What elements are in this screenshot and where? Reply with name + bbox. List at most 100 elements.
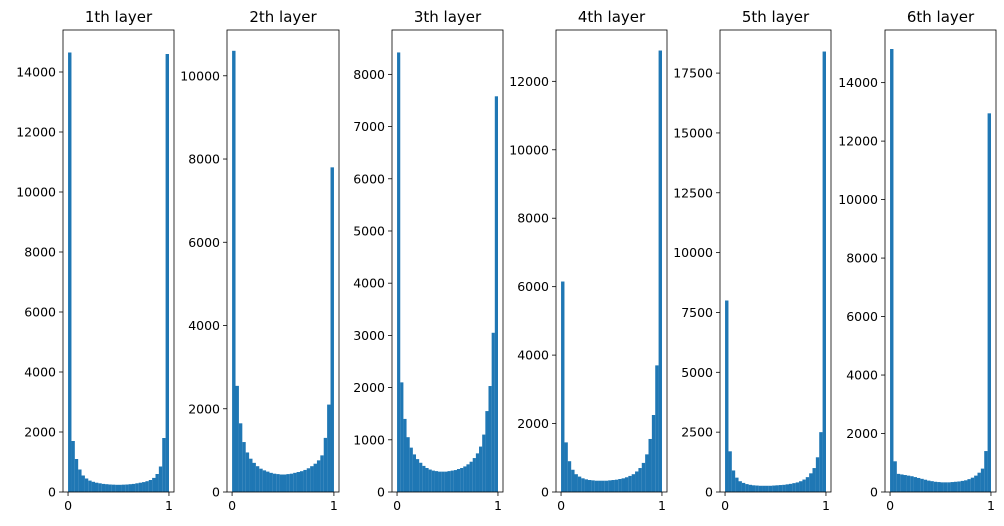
histogram-bar: [269, 472, 273, 492]
subplot-6: 0 2000 4000 6000 8000 10000 12000 14000 0 1 6th la…: [838, 8, 997, 513]
histogram-bar: [812, 468, 816, 492]
histogram-bar: [574, 474, 578, 492]
histogram-bar: [434, 471, 439, 492]
histogram-bar: [802, 479, 806, 492]
histogram-bar: [655, 365, 659, 492]
histogram-bar: [441, 471, 445, 492]
histogram-bar: [310, 466, 314, 492]
histogram-bar: [977, 472, 981, 492]
y-tick-label: 14000: [16, 65, 56, 80]
histogram-bar: [900, 474, 904, 492]
histogram-bar: [772, 485, 776, 492]
histogram-bar: [913, 477, 917, 492]
histogram-bar: [466, 464, 470, 492]
histogram-bar: [815, 457, 820, 492]
histogram-bar: [101, 483, 106, 492]
y-tick-label: 2000: [846, 426, 878, 441]
y-tick-label: 2000: [517, 416, 549, 431]
histogram-bar: [255, 466, 260, 492]
histogram-bar: [118, 484, 122, 492]
histogram-bar: [444, 471, 448, 492]
y-tick-label: 4000: [846, 368, 878, 383]
histogram-bar: [397, 52, 401, 492]
histogram-bar: [286, 474, 290, 492]
histogram-bar: [266, 471, 270, 492]
histogram-bar: [782, 484, 786, 492]
histogram-bar: [748, 484, 752, 492]
histogram-bar: [725, 300, 729, 492]
y-tick-label: 6000: [353, 171, 385, 186]
histogram-bar: [438, 471, 442, 492]
histogram-bar: [785, 484, 789, 492]
histogram-bar: [738, 481, 742, 492]
y-tick-label: 2000: [353, 380, 385, 395]
histogram-bar: [920, 478, 924, 492]
histogram-bar: [115, 484, 119, 492]
x-tick-label: 1: [330, 498, 338, 513]
histogram-bar: [893, 461, 897, 492]
histogram-bar: [611, 480, 615, 492]
histogram-bar: [488, 386, 492, 492]
histogram-bar: [475, 453, 480, 492]
histogram-bar: [621, 478, 625, 492]
histogram-bar: [71, 441, 75, 492]
histogram-bar: [400, 382, 404, 492]
histogram-bar: [306, 468, 311, 492]
subplot-1: 0 2000 4000 6000 8000 10000 12000 14000 0 1 1th la…: [16, 8, 175, 513]
histogram-bar: [142, 482, 146, 492]
y-tick-label: 0: [212, 485, 220, 500]
histogram-bar: [788, 483, 793, 492]
histogram-bar: [974, 475, 978, 492]
histogram-bar: [943, 482, 948, 492]
histogram-bar: [249, 458, 253, 492]
y-tick-label: 0: [541, 485, 549, 500]
histogram-bar: [903, 475, 907, 492]
axes-frame: [62, 29, 175, 493]
histogram-bar: [635, 471, 639, 492]
histogram-bar: [428, 469, 432, 492]
subplot-3: 0 1000 2000 3000 4000 5000 6000 7000 8000 0 1 3th l…: [353, 8, 504, 513]
y-tick-label: 10000: [838, 192, 878, 207]
subplot-title: 5th layer: [742, 8, 810, 26]
histogram-bar: [91, 481, 95, 492]
subplot-title: 6th layer: [907, 8, 975, 26]
histogram-bar: [152, 477, 156, 492]
histogram-bar: [262, 470, 267, 492]
y-tick-label: 14000: [838, 75, 878, 90]
histogram-bar: [94, 482, 99, 492]
histogram-bar: [594, 480, 599, 492]
histogram-bar: [950, 482, 954, 492]
histogram-bar: [472, 458, 476, 492]
y-tick-label: 8000: [517, 211, 549, 226]
histogram-bar: [84, 478, 89, 492]
histogram-bar: [68, 52, 72, 492]
histogram-bar: [406, 437, 410, 492]
axes-frame: [719, 29, 832, 493]
y-tick-label: 2000: [24, 425, 56, 440]
histogram-bar: [447, 471, 451, 492]
histogram-bar: [259, 468, 263, 492]
y-tick-label: 6000: [517, 279, 549, 294]
histogram-bar: [628, 475, 632, 492]
histogram-bar: [138, 482, 143, 492]
histogram-bar: [809, 473, 813, 492]
x-tick-label: 1: [987, 498, 995, 513]
histogram-bar: [598, 480, 602, 492]
histogram-bar: [930, 481, 934, 492]
histogram-bar: [916, 477, 921, 492]
x-tick-label: 0: [64, 498, 72, 513]
histogram-bar: [758, 485, 763, 492]
axes-frame: [226, 29, 340, 493]
histogram-bar: [88, 480, 92, 492]
histogram-bar: [409, 447, 413, 492]
histogram-bar: [299, 471, 304, 492]
histogram-bar: [463, 466, 467, 492]
histogram-bar: [105, 484, 109, 492]
histogram-bar: [293, 472, 297, 492]
histogram-bar: [479, 446, 483, 492]
histogram-bar: [148, 480, 153, 492]
histogram-bar: [245, 452, 250, 492]
histogram-bar: [303, 469, 307, 492]
histogram-bar: [238, 423, 243, 492]
